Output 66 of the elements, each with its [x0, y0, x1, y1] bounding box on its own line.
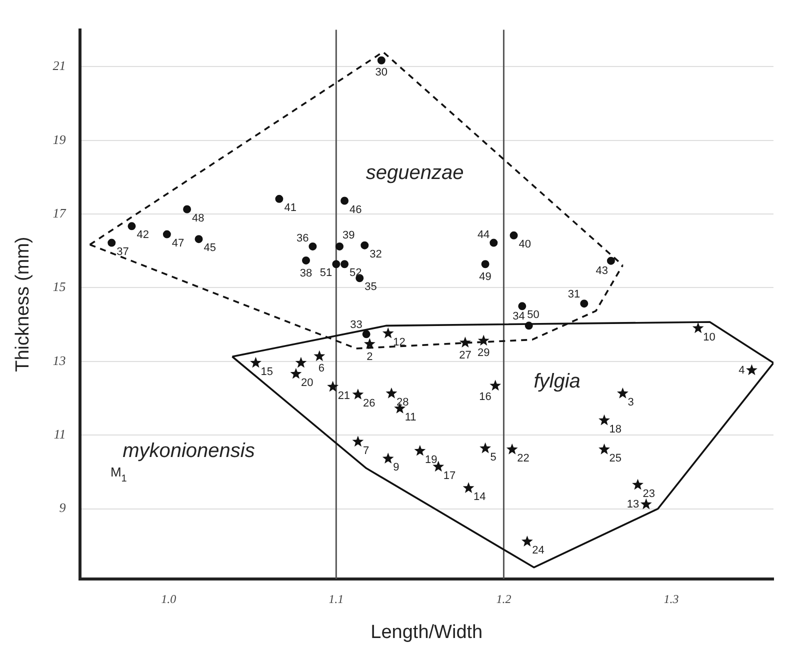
annotation: 27 [459, 350, 472, 362]
y-tick-label: 21 [52, 58, 66, 74]
annotation: 49 [479, 271, 492, 284]
annotation: 6 [318, 362, 324, 374]
annotation: 41 [284, 202, 296, 214]
annotation: 40 [518, 238, 532, 250]
annotation: 25 [609, 452, 622, 465]
annotation: 44 [477, 228, 490, 241]
annotation: 17 [443, 470, 456, 482]
annotation: 33 [350, 319, 362, 332]
annotation: 34 [512, 310, 525, 323]
annotation: 50 [527, 309, 540, 322]
annotation: 47 [172, 237, 184, 250]
annotation: 35 [364, 281, 377, 294]
annotation: seguenzae [366, 162, 464, 184]
annotation: 38 [300, 267, 312, 280]
annotation: 28 [396, 396, 409, 408]
annotation: 7 [362, 444, 370, 457]
annotation: 11 [404, 412, 416, 424]
annotation: 32 [370, 248, 382, 260]
annotation: 12 [393, 336, 406, 348]
annotation: 23 [642, 488, 656, 500]
annotation: 22 [517, 452, 530, 465]
annotation: 21 [338, 390, 350, 402]
y-tick-label: 19 [52, 132, 66, 147]
annotation: 46 [350, 204, 362, 216]
annotation: 16 [479, 390, 492, 403]
x-tick-label: 1.1 [328, 592, 344, 606]
annotation: 10 [703, 331, 716, 344]
annotation: 29 [478, 346, 490, 359]
x-tick-label: 1.3 [664, 592, 679, 606]
y-tick-label: 15 [52, 279, 66, 294]
annotation: 48 [192, 212, 204, 224]
y-axis-title: Thickness (mm) [12, 236, 34, 372]
annotation: 45 [204, 242, 216, 254]
annotation: 15 [260, 366, 273, 378]
annotation: 52 [350, 267, 362, 280]
x-axis-title: Length/Width [370, 622, 483, 643]
annotation: 31 [568, 288, 580, 301]
y-tick-label: 13 [52, 352, 66, 368]
annotation: 42 [136, 229, 149, 242]
annotation: 18 [609, 423, 622, 436]
annotation: 36 [296, 232, 309, 244]
annotation: 43 [596, 264, 608, 277]
annotation: 4 [738, 364, 745, 376]
annotation: 24 [532, 544, 544, 557]
annotation: 3 [628, 396, 634, 408]
x-tick-label: 1.0 [161, 592, 176, 606]
annotation: 13 [626, 498, 640, 510]
annotation: 9 [393, 462, 400, 474]
annotation: 5 [490, 451, 496, 464]
x-tick-label: 1.2 [496, 592, 512, 606]
annotation: 19 [424, 454, 438, 466]
y-tick-label: 9 [59, 500, 66, 516]
annotation: 2 [366, 351, 373, 364]
annotation: 14 [474, 491, 486, 504]
annotation: 26 [362, 398, 376, 410]
annotation: 39 [342, 229, 355, 242]
annotation: 20 [300, 376, 314, 389]
annotation: 51 [320, 267, 332, 280]
y-tick-label: 11 [54, 426, 66, 442]
annotation: 30 [375, 66, 388, 78]
annotation: 37 [116, 246, 129, 258]
annotation: fylgia [534, 370, 580, 392]
y-tick-label: 17 [52, 205, 66, 220]
annotation: mykonionensis [122, 440, 255, 462]
